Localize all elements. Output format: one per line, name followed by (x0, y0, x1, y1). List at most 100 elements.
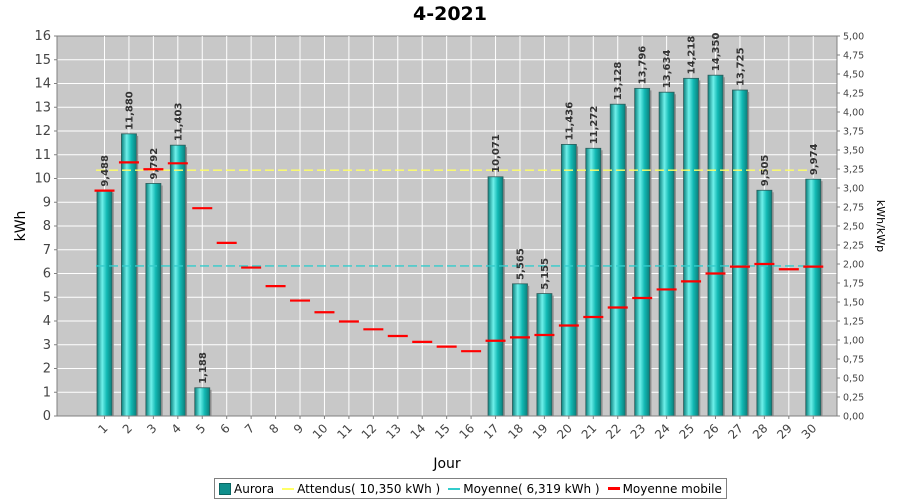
y2-tick-label: 5,00 (843, 32, 864, 43)
y-tick-label: 14 (34, 77, 51, 92)
y2-tick-label: 4,75 (843, 51, 864, 62)
x-tick-label: 28 (750, 421, 771, 442)
bar-value-label: 14,218 (687, 36, 698, 75)
bar-value-label: 13,634 (662, 50, 673, 89)
bar-aurora (121, 133, 137, 417)
y-tick-label: 15 (34, 53, 51, 68)
y-tick-label: 4 (43, 314, 51, 329)
x-tick-label: 15 (432, 421, 453, 442)
x-tick-label: 30 (799, 421, 820, 442)
y2-tick-label: 0,50 (843, 374, 864, 385)
y2-tick-label: 1,50 (843, 298, 864, 309)
y-tick-label: 5 (43, 290, 51, 305)
x-tick-label: 26 (701, 421, 722, 442)
y-tick-label: 12 (34, 124, 51, 139)
bar-aurora (683, 77, 699, 417)
y2-tick-label: 2,75 (843, 203, 864, 214)
y-axis-right: 0,00 0,25 0,50 0,75 1,00 1,25 1,50 1,75 2,00 2,25… (836, 32, 864, 423)
bar-value-label: 14,350 (711, 33, 722, 72)
bar-value-label: 5,565 (515, 248, 526, 280)
x-axis-label: Jour (432, 456, 461, 472)
x-tick-label: 1 (95, 421, 110, 436)
bar-aurora (536, 293, 553, 417)
bars-layer (96, 74, 823, 417)
y-tick-label: 6 (43, 267, 51, 282)
y-tick-label: 7 (43, 243, 51, 258)
legend-label-expected: Attendus( 10,350 kWh ) (297, 481, 441, 496)
x-tick-label: 3 (144, 421, 159, 436)
y-tick-label: 2 (43, 362, 51, 377)
legend-label-aurora: Aurora (234, 481, 275, 496)
legend-swatch-expected (282, 487, 295, 490)
bar-aurora (732, 89, 748, 417)
x-tick-label: 8 (266, 421, 281, 436)
chart-title: 4-2021 (413, 3, 487, 25)
y-tick-label: 11 (34, 148, 51, 163)
x-tick-label: 10 (310, 421, 331, 442)
y2-tick-label: 3,00 (843, 184, 864, 195)
bar-value-label: 9,792 (149, 148, 160, 180)
legend-label-moving-mean: Moyenne mobile (622, 481, 722, 496)
bar-value-label: 9,974 (809, 143, 820, 175)
bar-aurora (512, 283, 528, 417)
x-tick-label: 12 (359, 421, 380, 442)
legend-swatch-mean (448, 487, 461, 490)
x-tick-label: 4 (169, 421, 184, 436)
bar-aurora (560, 143, 577, 417)
bar-aurora (609, 103, 626, 417)
y2-tick-label: 2,25 (843, 241, 864, 252)
x-tick-label: 14 (408, 421, 429, 442)
x-tick-label: 6 (218, 421, 233, 436)
y2-tick-label: 1,00 (843, 336, 864, 347)
y2-tick-label: 4,50 (843, 70, 864, 81)
y2-tick-label: 1,25 (843, 317, 864, 328)
y2-tick-label: 3,50 (843, 146, 864, 157)
bar-aurora (658, 91, 675, 417)
y-axis-label: kWh (13, 211, 29, 242)
x-tick-label: 23 (628, 421, 649, 442)
bar-aurora (145, 183, 162, 417)
reference-lines-layer (96, 169, 808, 267)
x-tick-label: 20 (554, 421, 575, 442)
y2-tick-label: 0,75 (843, 355, 864, 366)
y-tick-label: 10 (34, 172, 51, 187)
bar-aurora (169, 144, 186, 417)
legend-item-mean: Moyenne( 6,319 kWh ) (448, 481, 600, 496)
y-tick-label: 1 (43, 385, 51, 400)
x-tick-label: 5 (193, 421, 208, 436)
x-tick-label: 24 (652, 421, 673, 442)
bar-aurora (585, 147, 602, 417)
bar-aurora (805, 178, 822, 417)
bar-aurora (487, 176, 504, 417)
y2-tick-label: 0,00 (843, 412, 864, 423)
bar-aurora (707, 74, 724, 417)
y-tick-label: 3 (43, 338, 51, 353)
bar-value-label: 10,071 (491, 134, 502, 173)
bar-value-label: 1,188 (198, 352, 209, 384)
legend-label-mean: Moyenne( 6,319 kWh ) (463, 481, 600, 496)
legend-swatch-moving-mean (607, 487, 620, 490)
legend-item-aurora: Aurora (219, 482, 274, 496)
bar-value-label: 11,272 (589, 106, 600, 145)
y2-tick-label: 2,50 (843, 222, 864, 233)
y2-tick-label: 4,00 (843, 108, 864, 119)
value-labels-layer: 9,488 11,880 9,792 11,403 1,188 10,071 5,565 5,… (100, 33, 820, 384)
legend-item-moving-mean: Moyenne mobile (607, 481, 722, 496)
bar-value-label: 11,403 (173, 103, 184, 142)
x-tick-label: 25 (676, 421, 697, 442)
y-tick-label: 16 (34, 29, 51, 44)
x-tick-label: 11 (334, 421, 355, 442)
y2-axis-label: kWh/kWp (874, 200, 887, 252)
x-tick-label: 2 (120, 421, 135, 436)
legend: Aurora Attendus( 10,350 kWh ) Moyenne( 6… (214, 478, 727, 499)
bar-value-label: 13,128 (613, 62, 624, 101)
y2-tick-label: 3,75 (843, 127, 864, 138)
x-tick-label: 22 (603, 421, 624, 442)
x-tick-label: 7 (242, 421, 257, 436)
legend-swatch-aurora (219, 482, 231, 495)
bar-value-label: 11,436 (564, 102, 575, 141)
y-tick-label: 9 (43, 195, 51, 210)
